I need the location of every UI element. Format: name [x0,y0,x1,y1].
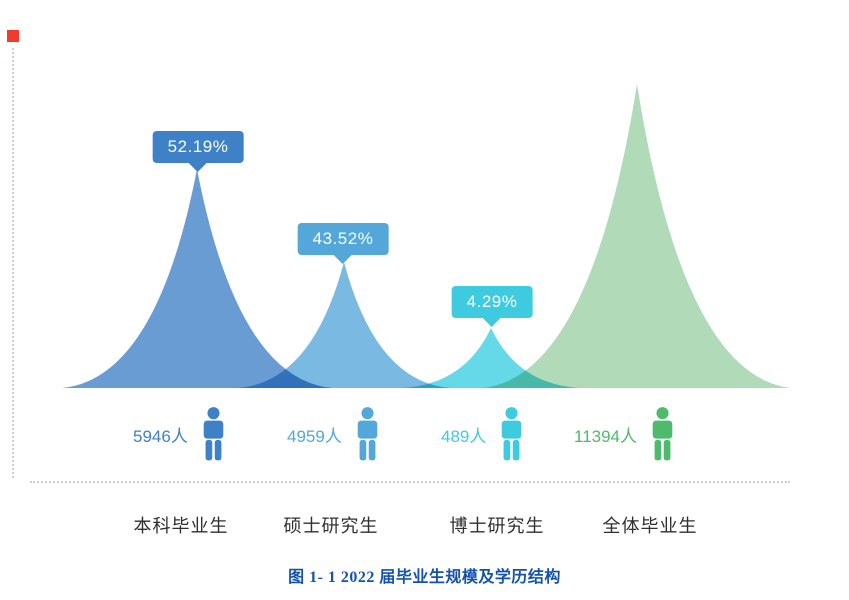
percent-bubble-undergraduate: 52.19% [152,131,244,163]
figure-caption: 图 1- 1 2022 届毕业生规模及学历结构 [288,569,561,586]
category-label-doctor: 博士研究生 [449,516,545,536]
count-label: 489人 [441,426,487,446]
red-handle-marker [7,30,19,42]
count-group-master: 4959人 [287,405,380,463]
baseline-dotted-line [30,481,790,483]
percent-bubble-master: 43.52% [297,223,389,255]
peak-2 [400,328,582,388]
person-icon [357,407,378,461]
count-group-undergraduate: 5946人 [133,405,226,463]
peak-1 [237,262,451,388]
count-group-doctor: 489人 [441,405,524,463]
percent-label: 4.29% [466,292,518,311]
category-label-all: 全体毕业生 [602,516,698,536]
count-group-all: 11394人 [574,405,675,463]
category-label-master: 硕士研究生 [283,516,379,536]
person-icon [203,407,224,461]
person-icon [652,407,673,461]
percent-label: 52.19% [167,137,229,156]
count-label: 5946人 [133,426,188,446]
person-icon [502,407,522,461]
count-label: 4959人 [287,426,342,446]
percent-label: 43.52% [312,229,374,248]
left-dotted-guide-line [12,48,14,478]
count-label: 11394人 [574,426,638,446]
percent-bubble-doctor: 4.29% [451,286,533,318]
peak-0 [62,169,332,388]
category-label-undergraduate: 本科毕业生 [133,516,229,536]
peak-3 [483,84,791,388]
